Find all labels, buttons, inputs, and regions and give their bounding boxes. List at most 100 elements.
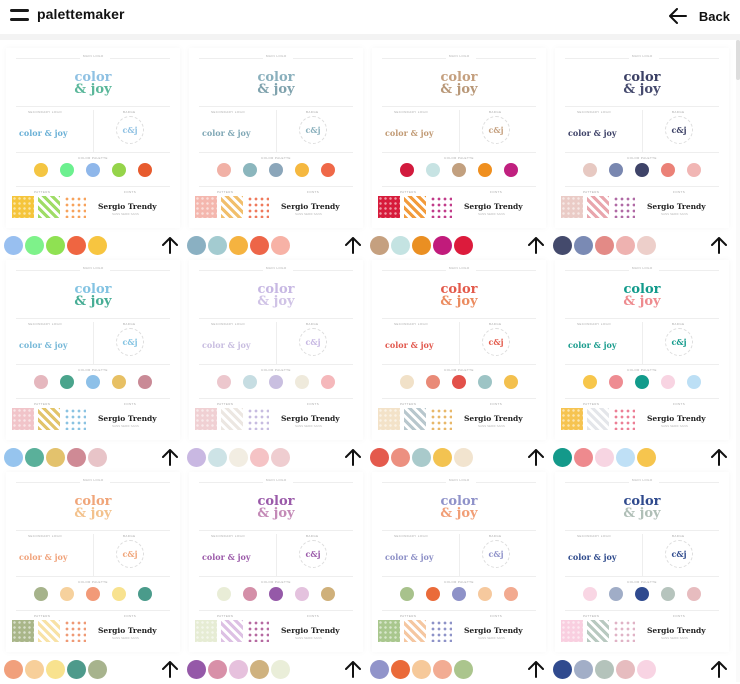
brand-board-preview[interactable]: MAIN LOGO color & joy SECONDARY LOGO BADGE co… bbox=[6, 48, 180, 228]
arrow-up-icon[interactable] bbox=[711, 449, 727, 466]
color-swatch[interactable] bbox=[637, 448, 656, 467]
color-swatch[interactable] bbox=[553, 236, 572, 255]
color-swatch[interactable] bbox=[229, 448, 248, 467]
palette-card[interactable]: MAIN LOGO color & joy SECONDARY LOGO BADGE co… bbox=[0, 260, 180, 472]
color-swatch[interactable] bbox=[271, 448, 290, 467]
color-swatch[interactable] bbox=[88, 448, 107, 467]
color-swatch[interactable] bbox=[595, 660, 614, 679]
palette-card[interactable]: MAIN LOGO color & joy SECONDARY LOGO BADGE co… bbox=[366, 48, 546, 260]
color-swatch[interactable] bbox=[67, 660, 86, 679]
color-swatch[interactable] bbox=[4, 236, 23, 255]
palette-card[interactable]: MAIN LOGO color & joy SECONDARY LOGO BADGE co… bbox=[366, 260, 546, 472]
color-swatch[interactable] bbox=[412, 448, 431, 467]
color-swatch[interactable] bbox=[616, 448, 635, 467]
scrollbar-thumb[interactable] bbox=[736, 40, 740, 80]
color-swatch[interactable] bbox=[616, 660, 635, 679]
color-swatch[interactable] bbox=[88, 236, 107, 255]
brand-board-preview[interactable]: MAIN LOGO color & joy SECONDARY LOGO BADGE co… bbox=[189, 48, 363, 228]
scrollbar[interactable] bbox=[736, 40, 740, 682]
color-swatch[interactable] bbox=[595, 448, 614, 467]
palette-card[interactable]: MAIN LOGO color & joy SECONDARY LOGO BADGE co… bbox=[0, 48, 180, 260]
arrow-up-icon[interactable] bbox=[528, 237, 544, 254]
color-swatch[interactable] bbox=[88, 660, 107, 679]
brand-board-preview[interactable]: MAIN LOGO color & joy SECONDARY LOGO BADGE co… bbox=[372, 472, 546, 652]
palette-card[interactable]: MAIN LOGO color & joy SECONDARY LOGO BADGE co… bbox=[366, 472, 546, 684]
color-swatch[interactable] bbox=[271, 236, 290, 255]
color-swatch[interactable] bbox=[250, 660, 269, 679]
palette-card[interactable]: MAIN LOGO color & joy SECONDARY LOGO BADGE co… bbox=[183, 48, 363, 260]
color-swatch[interactable] bbox=[553, 448, 572, 467]
brand-board-preview[interactable]: MAIN LOGO color & joy SECONDARY LOGO BADGE co… bbox=[372, 48, 546, 228]
palette-card[interactable]: MAIN LOGO color & joy SECONDARY LOGO BADGE co… bbox=[183, 260, 363, 472]
brand-board-preview[interactable]: MAIN LOGO color & joy SECONDARY LOGO BADGE co… bbox=[555, 260, 729, 440]
color-swatch[interactable] bbox=[637, 236, 656, 255]
color-swatch[interactable] bbox=[25, 236, 44, 255]
color-swatch[interactable] bbox=[595, 236, 614, 255]
color-swatch[interactable] bbox=[25, 448, 44, 467]
menu-icon[interactable] bbox=[10, 9, 29, 23]
color-swatch[interactable] bbox=[553, 660, 572, 679]
arrow-up-icon[interactable] bbox=[345, 237, 361, 254]
color-swatch[interactable] bbox=[454, 660, 473, 679]
color-swatch[interactable] bbox=[208, 236, 227, 255]
arrow-up-icon[interactable] bbox=[162, 449, 178, 466]
color-swatch[interactable] bbox=[370, 236, 389, 255]
color-swatch[interactable] bbox=[454, 448, 473, 467]
brand-board-preview[interactable]: MAIN LOGO color & joy SECONDARY LOGO BADGE co… bbox=[189, 472, 363, 652]
color-swatch[interactable] bbox=[433, 236, 452, 255]
brand-board-preview[interactable]: MAIN LOGO color & joy SECONDARY LOGO BADGE co… bbox=[372, 260, 546, 440]
color-swatch[interactable] bbox=[574, 660, 593, 679]
palette-card[interactable]: MAIN LOGO color & joy SECONDARY LOGO BADGE co… bbox=[183, 472, 363, 684]
brand-board-preview[interactable]: MAIN LOGO color & joy SECONDARY LOGO BADGE co… bbox=[555, 472, 729, 652]
color-swatch[interactable] bbox=[616, 236, 635, 255]
color-swatch[interactable] bbox=[433, 660, 452, 679]
arrow-up-icon[interactable] bbox=[162, 661, 178, 678]
color-swatch[interactable] bbox=[187, 448, 206, 467]
color-swatch[interactable] bbox=[208, 660, 227, 679]
palette-card[interactable]: MAIN LOGO color & joy SECONDARY LOGO BADGE co… bbox=[0, 472, 180, 684]
color-swatch[interactable] bbox=[46, 660, 65, 679]
color-swatch[interactable] bbox=[46, 448, 65, 467]
color-swatch[interactable] bbox=[637, 660, 656, 679]
arrow-up-icon[interactable] bbox=[711, 237, 727, 254]
brand-board-preview[interactable]: MAIN LOGO color & joy SECONDARY LOGO BADGE co… bbox=[6, 472, 180, 652]
back-button[interactable]: Back bbox=[668, 6, 730, 26]
arrow-up-icon[interactable] bbox=[528, 661, 544, 678]
color-swatch[interactable] bbox=[370, 448, 389, 467]
color-swatch[interactable] bbox=[433, 448, 452, 467]
color-swatch[interactable] bbox=[67, 448, 86, 467]
palette-card[interactable]: MAIN LOGO color & joy SECONDARY LOGO BADGE co… bbox=[549, 260, 729, 472]
color-swatch[interactable] bbox=[4, 660, 23, 679]
arrow-up-icon[interactable] bbox=[162, 237, 178, 254]
color-swatch[interactable] bbox=[250, 236, 269, 255]
color-swatch[interactable] bbox=[229, 660, 248, 679]
color-swatch[interactable] bbox=[25, 660, 44, 679]
color-swatch[interactable] bbox=[370, 660, 389, 679]
brand-logo[interactable]: palettemaker bbox=[37, 6, 125, 22]
brand-board-preview[interactable]: MAIN LOGO color & joy SECONDARY LOGO BADGE co… bbox=[189, 260, 363, 440]
color-swatch[interactable] bbox=[208, 448, 227, 467]
brand-board-preview[interactable]: MAIN LOGO color & joy SECONDARY LOGO BADGE co… bbox=[6, 260, 180, 440]
color-swatch[interactable] bbox=[454, 236, 473, 255]
palette-card[interactable]: MAIN LOGO color & joy SECONDARY LOGO BADGE co… bbox=[549, 48, 729, 260]
color-swatch[interactable] bbox=[46, 236, 65, 255]
arrow-up-icon[interactable] bbox=[711, 661, 727, 678]
color-swatch[interactable] bbox=[187, 660, 206, 679]
color-swatch[interactable] bbox=[250, 448, 269, 467]
color-swatch[interactable] bbox=[412, 660, 431, 679]
color-swatch[interactable] bbox=[4, 448, 23, 467]
color-swatch[interactable] bbox=[271, 660, 290, 679]
arrow-up-icon[interactable] bbox=[528, 449, 544, 466]
color-swatch[interactable] bbox=[67, 236, 86, 255]
arrow-up-icon[interactable] bbox=[345, 661, 361, 678]
palette-card[interactable]: MAIN LOGO color & joy SECONDARY LOGO BADGE co… bbox=[549, 472, 729, 684]
color-swatch[interactable] bbox=[391, 660, 410, 679]
color-swatch[interactable] bbox=[229, 236, 248, 255]
color-swatch[interactable] bbox=[391, 236, 410, 255]
color-swatch[interactable] bbox=[574, 448, 593, 467]
color-swatch[interactable] bbox=[187, 236, 206, 255]
arrow-up-icon[interactable] bbox=[345, 449, 361, 466]
color-swatch[interactable] bbox=[574, 236, 593, 255]
color-swatch[interactable] bbox=[391, 448, 410, 467]
color-swatch[interactable] bbox=[412, 236, 431, 255]
